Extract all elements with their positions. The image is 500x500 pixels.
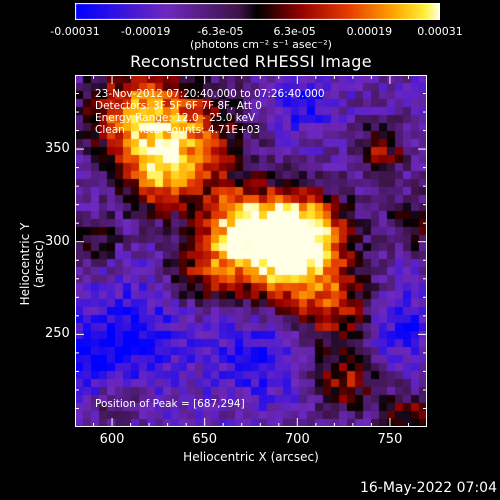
colorbar-tick-label: 6.3e-05	[273, 25, 316, 38]
colorbar-tick-label: 0.00019	[346, 25, 393, 38]
x-tick-label: 600	[99, 432, 125, 447]
colorbar-tick-label: 0.00031	[417, 25, 463, 38]
plot-frame	[75, 75, 427, 427]
chart-title: Reconstructed RHESSI Image	[130, 52, 372, 71]
footer-timestamp: 16-May-2022 07:04	[359, 480, 497, 496]
y-tick-label: 350	[45, 141, 70, 157]
colorbar-tick-label: -6.3e-05	[197, 25, 244, 38]
annotation-total-counts: Clean Total counts: 4.71E+03	[95, 124, 261, 136]
annotation-energy-range: Energy Range: 12.0 - 25.0 keV	[95, 112, 256, 124]
x-tick-label: 700	[284, 432, 310, 447]
heatmap-image	[75, 75, 427, 427]
y-axis-label: Heliocentric Y (arcsec)	[18, 222, 46, 306]
y-tick-label: 300	[45, 233, 70, 249]
colorbar	[75, 3, 440, 20]
annotation-time-range: 23-Nov-2012 07:20:40.000 to 07:26:40.000	[95, 88, 325, 100]
x-tick-label: 750	[377, 432, 403, 447]
x-axis-label: Heliocentric X (arcsec)	[183, 450, 319, 464]
peak-position-label: Position of Peak = [687,294]	[95, 398, 245, 410]
colorbar-tick-label: -0.00019	[120, 25, 171, 38]
x-tick-label: 650	[192, 432, 218, 447]
colorbar-unit-label: (photons cm⁻² s⁻¹ asec⁻²)	[190, 38, 332, 51]
annotation-detectors: Detectors: 3F 5F 6F 7F 8F, Att 0	[95, 100, 262, 112]
colorbar-tick-label: -0.00031	[50, 25, 100, 38]
y-tick-label: 250	[45, 326, 70, 342]
axes-frame	[75, 75, 427, 427]
